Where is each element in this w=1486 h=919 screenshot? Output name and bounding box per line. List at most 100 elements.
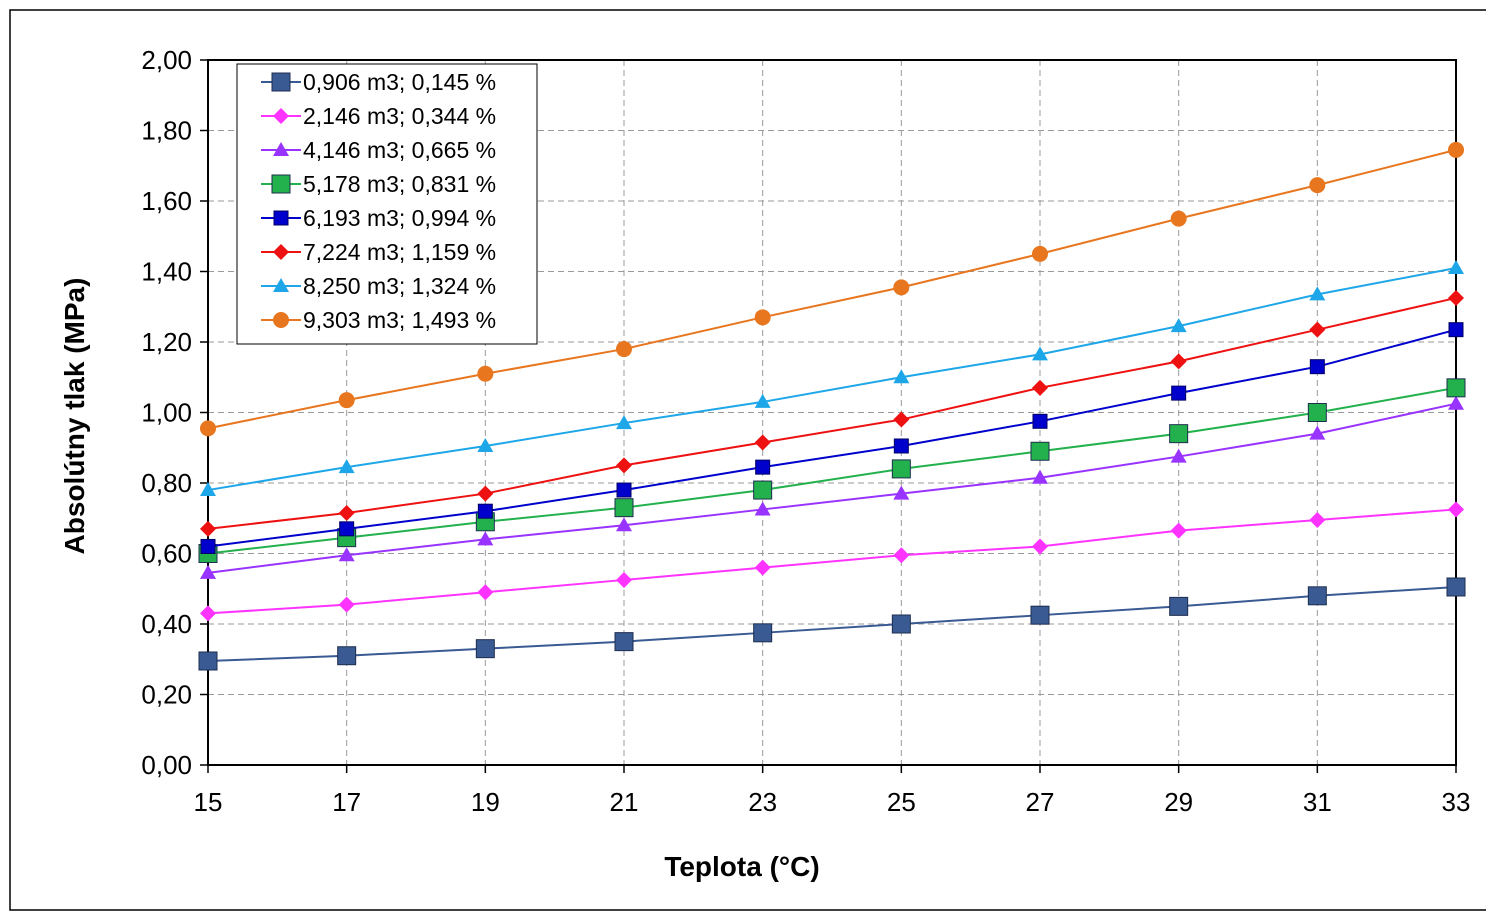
series-line [207,386,1457,555]
series-line [207,266,1457,492]
y-tick-label: 1,60 [141,186,192,216]
data-point [200,605,216,622]
data-point [477,531,494,546]
data-point [1309,425,1326,440]
data-point [1307,586,1327,606]
y-tick-label: 1,00 [141,398,192,428]
data-point [477,437,494,452]
data-point [1169,424,1189,444]
data-point [754,309,771,326]
data-point [893,485,910,500]
x-axis-title: Teplota (°C) [664,851,819,882]
data-point [1309,321,1326,338]
data-point [1307,403,1327,422]
legend-item: 0,906 m3; 0,145 % [261,69,496,95]
data-point [200,420,216,437]
series-line [207,585,1457,663]
data-point [1448,395,1464,410]
series-line [207,148,1457,430]
data-point [198,651,218,671]
data-point [475,639,495,659]
data-point [893,438,909,454]
legend-label: 7,224 m3; 1,159 % [303,239,496,265]
data-point [477,365,494,382]
chart-outer-border [9,9,1486,911]
x-tick-label: 15 [194,787,223,817]
x-tick-label: 21 [610,787,639,817]
data-point [893,369,910,384]
legend-marker [273,244,289,260]
data-point [1170,353,1187,370]
series-3 [200,395,1464,579]
legend-label: 6,193 m3; 0,994 % [303,205,496,231]
x-tick-label: 23 [748,787,777,817]
data-point [754,434,771,451]
series-line [207,402,1457,574]
data-point [1032,413,1048,429]
y-tick-label: 1,20 [141,327,192,357]
data-point [1171,385,1187,401]
x-tick-label: 31 [1303,787,1332,817]
data-point [1170,318,1187,333]
data-point [1309,286,1326,301]
series-line [207,328,1457,548]
data-point [1032,379,1048,396]
legend-marker [273,142,289,156]
y-tick-label: 0,40 [141,609,192,639]
data-point [1030,605,1050,625]
y-tick-label: 0,80 [141,468,192,498]
series-8 [200,141,1464,437]
legend-item: 9,303 m3; 1,493 % [261,307,496,333]
y-tick-label: 1,40 [141,257,192,287]
legend-marker [273,312,289,328]
data-point [893,547,910,564]
x-tick-label: 27 [1026,787,1055,817]
data-point [616,571,632,588]
data-point [200,564,216,579]
data-point [616,517,632,532]
y-tick-label: 0,60 [141,539,192,569]
series-2 [200,501,1464,622]
data-point [1032,538,1048,555]
data-point [754,501,771,516]
data-point [616,415,632,430]
y-axis-title: Absolútny tlak (MPa) [59,278,90,555]
data-point [1032,346,1048,361]
data-point [338,504,355,521]
y-tick-label: 0,00 [141,750,192,780]
legend-item: 4,146 m3; 0,665 % [261,137,496,163]
series-line [207,508,1457,615]
data-point [1448,322,1464,338]
x-tick-label: 33 [1442,787,1471,817]
data-point [200,538,216,554]
data-point [338,459,355,474]
data-point [755,459,771,475]
data-point [616,457,632,474]
data-point [1032,469,1048,484]
legend-item: 5,178 m3; 0,831 % [261,171,496,197]
data-point [891,459,911,479]
legend-label: 9,303 m3; 1,493 % [303,307,496,333]
legend-label: 8,250 m3; 1,324 % [303,273,496,299]
data-point [614,632,634,652]
axis-ticks: 0,00 0,20 0,40 0,60 0,80 1,00 1,20 1,40 1,60 1,80… [141,45,1470,817]
data-point [1170,522,1187,539]
data-point [891,614,911,634]
series-5 [200,322,1464,554]
data-point [338,596,355,613]
data-point [753,623,773,643]
legend-marker [273,278,289,292]
legend-marker [271,72,291,92]
legend-marker [271,174,291,194]
data-point [753,480,773,500]
legend-box [236,63,538,345]
data-point [754,393,771,408]
series-7 [200,259,1464,497]
data-point [1448,501,1464,518]
legend-item: 8,250 m3; 1,324 % [261,273,496,299]
data-point [893,279,910,296]
data-point [338,547,355,562]
data-point [1169,596,1189,616]
